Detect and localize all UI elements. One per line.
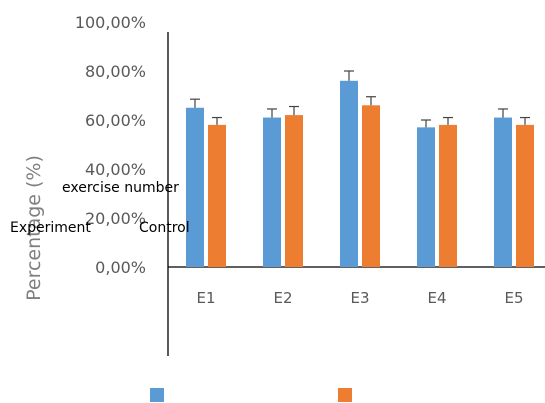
category-labels: E1 E2 E3 E4 E5	[196, 289, 523, 307]
bar	[186, 107, 204, 267]
legend-swatch-control	[338, 388, 352, 402]
category-label: E3	[350, 289, 369, 307]
legend-label-control: Control	[139, 220, 190, 236]
legend-swatch-experiment	[150, 388, 164, 402]
y-tick-labels: 0,00% 20,00% 40,00% 60,00% 80,00% 100,00%	[75, 13, 146, 277]
category-label: E2	[273, 289, 292, 307]
bar	[340, 80, 358, 267]
y-tick-label: 80,00%	[85, 62, 146, 81]
bars	[186, 80, 534, 268]
bar	[439, 124, 457, 268]
bar	[494, 117, 512, 267]
bar	[263, 117, 281, 267]
legend-label-experiment: Experiment	[10, 220, 91, 236]
bar	[417, 127, 435, 267]
y-tick-label: 100,00%	[75, 13, 146, 32]
category-label: E1	[196, 289, 215, 307]
y-tick-label: 60,00%	[85, 111, 146, 130]
bar	[516, 124, 534, 268]
y-axis-label: Percentage (%)	[23, 155, 45, 301]
category-label: E4	[427, 289, 446, 307]
y-tick-label: 40,00%	[85, 160, 146, 179]
bar	[362, 105, 380, 267]
bar	[285, 115, 303, 267]
category-label: E5	[504, 289, 523, 307]
bar	[208, 124, 226, 268]
y-tick-label: 20,00%	[85, 209, 146, 228]
error-bars	[190, 70, 530, 128]
x-axis-label: exercise number	[62, 180, 179, 196]
legend	[150, 388, 352, 402]
y-tick-label: 0,00%	[95, 258, 146, 277]
